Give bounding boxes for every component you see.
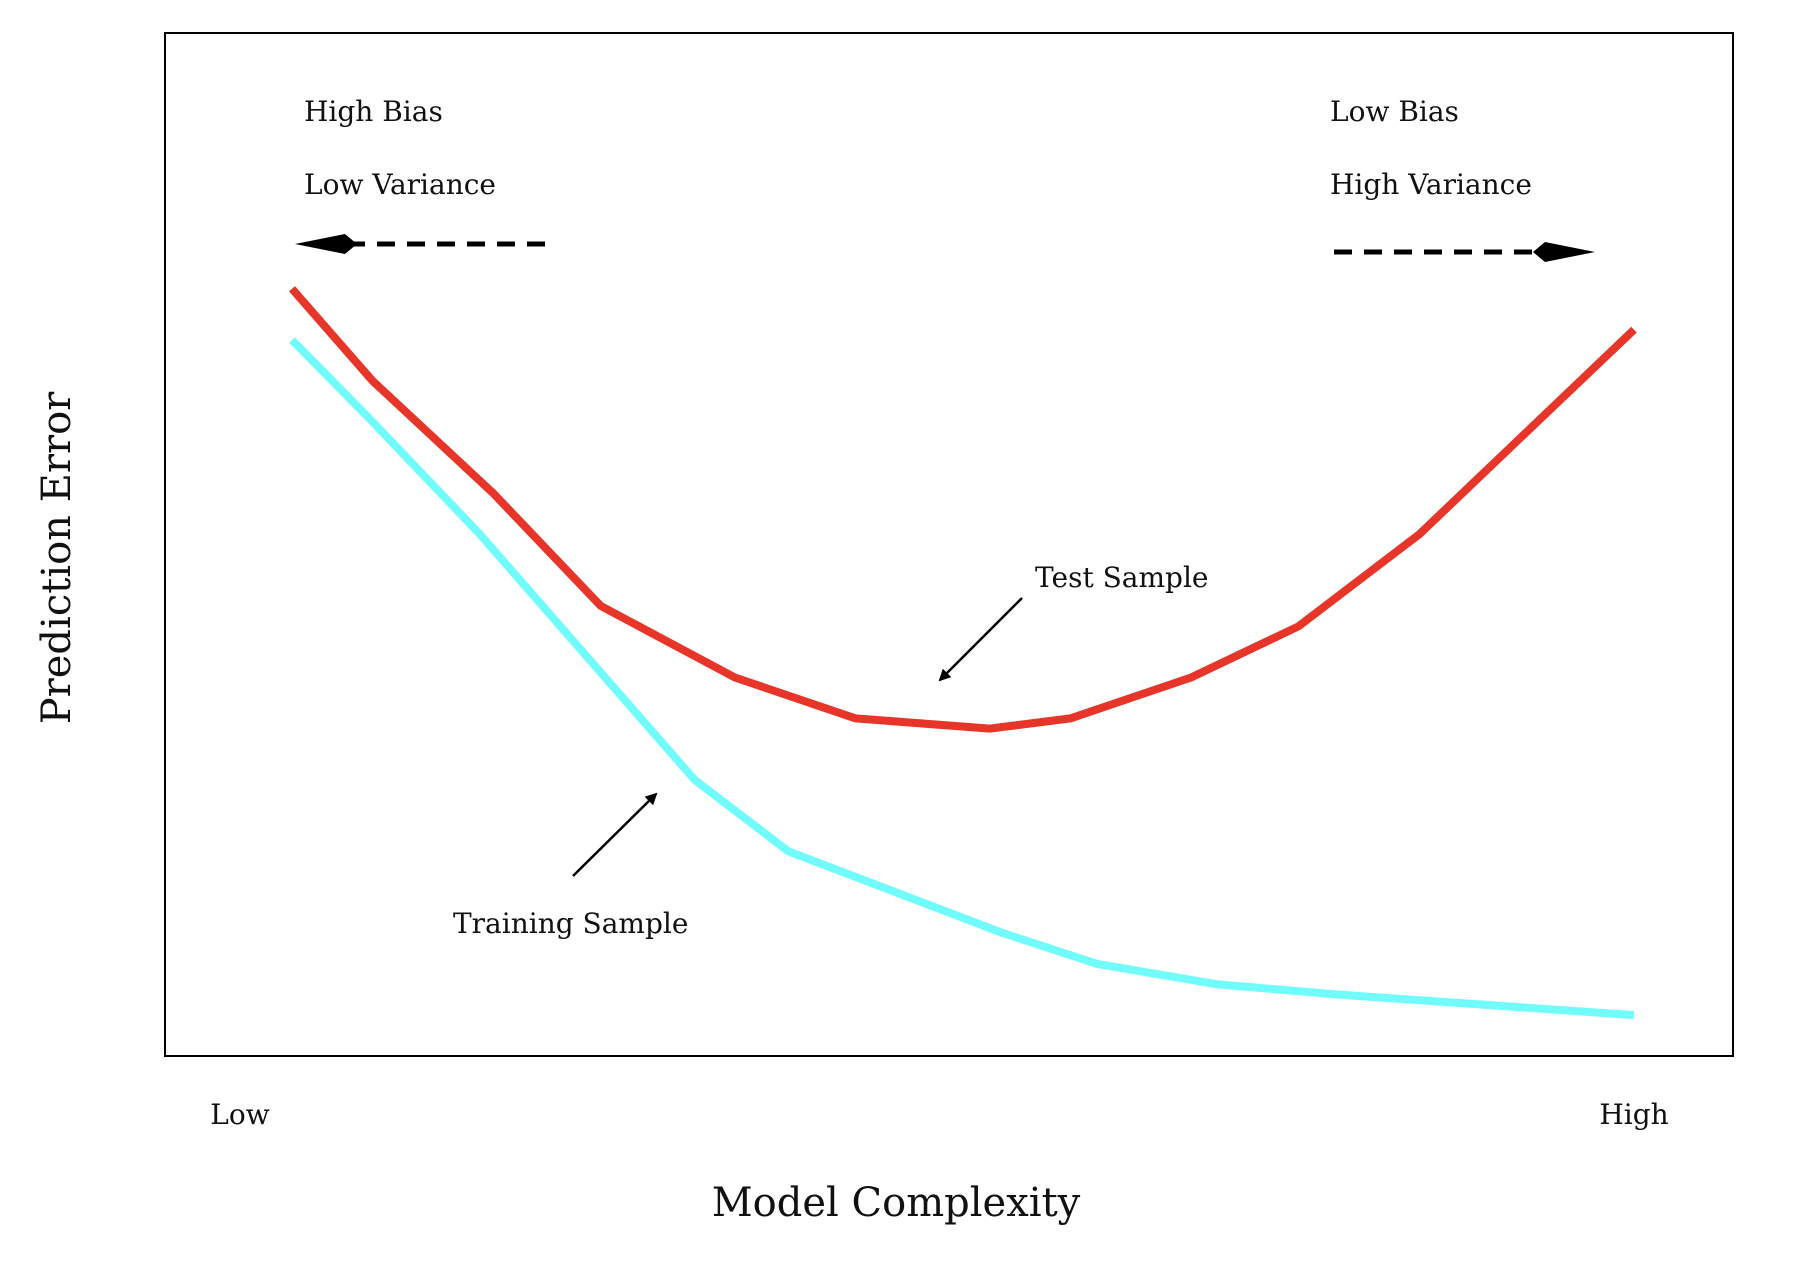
left-arrowhead [295, 234, 357, 254]
x-tick-label-high: High [1599, 1098, 1668, 1131]
x-axis-title: Model Complexity [712, 1180, 1081, 1226]
annotation-high-bias: High Bias [304, 95, 443, 128]
x-tick-label-low: Low [210, 1098, 269, 1131]
pointer-training-sample [572, 792, 658, 877]
y-axis-title: Prediction Error [34, 391, 80, 724]
pointer-test-sample [938, 597, 1023, 682]
label-training-sample: Training Sample [453, 907, 688, 940]
annotation-high-variance: High Variance [1330, 168, 1532, 201]
right-arrowhead [1533, 242, 1595, 262]
label-test-sample: Test Sample [1035, 561, 1208, 594]
series-line-test-sample [288, 286, 1637, 733]
annotation-low-bias: Low Bias [1330, 95, 1459, 128]
series-line-training-sample [289, 337, 1635, 1020]
plot-frame [164, 32, 1734, 1057]
annotation-low-variance: Low Variance [304, 168, 496, 201]
